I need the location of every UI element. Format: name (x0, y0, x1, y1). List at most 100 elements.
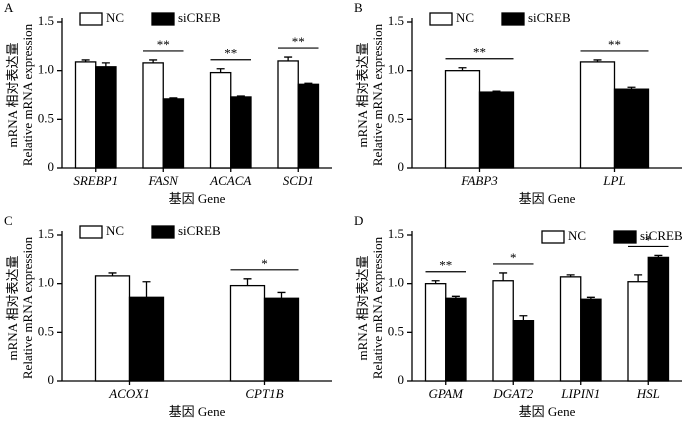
y-axis-label: Relative mRNA expression (20, 236, 35, 379)
significance-label: * (261, 256, 268, 271)
legend-swatch (79, 225, 103, 239)
bar (95, 66, 117, 169)
error-bar (492, 90, 501, 93)
legend-swatch (501, 12, 525, 26)
error-bar (627, 86, 636, 90)
y-axis-label: Relative mRNA expression (370, 23, 385, 166)
x-tick-label: FASN (148, 173, 180, 188)
error-bar (431, 280, 440, 284)
y-tick-label: 0.5 (38, 323, 54, 338)
y-tick-label: 0 (48, 159, 55, 174)
legend-swatch (151, 225, 175, 239)
x-tick-label: ACACA (209, 173, 251, 188)
significance-label: ** (439, 258, 452, 273)
bar (162, 98, 185, 169)
error-bar (566, 274, 575, 277)
error-bar (451, 295, 460, 299)
significance-label: ** (224, 46, 237, 61)
error-bar (236, 95, 245, 97)
y-tick-label: 1.0 (388, 62, 404, 77)
bar (297, 83, 320, 169)
x-tick-label: DGAT2 (492, 386, 533, 401)
y-axis-label: mRNA 相对表达量 (5, 42, 20, 147)
bar (613, 88, 650, 169)
panel-label: A (4, 0, 14, 15)
x-tick-label: LPL (602, 173, 625, 188)
bar (580, 298, 602, 382)
bar (445, 297, 467, 382)
error-bar (634, 274, 643, 282)
bar (94, 275, 131, 382)
bar (478, 91, 515, 169)
significance-label: * (645, 232, 652, 247)
y-tick-label: 0 (398, 159, 405, 174)
x-tick-label: SREBP1 (73, 173, 118, 188)
error-bar (149, 59, 158, 63)
error-bar (284, 56, 293, 61)
significance-label: ** (608, 37, 621, 52)
y-tick-label: 1.0 (38, 275, 54, 290)
error-bar (277, 291, 286, 299)
bar (492, 280, 514, 382)
y-axis-label: Relative mRNA expression (20, 23, 35, 166)
x-tick-label: HSL (636, 386, 660, 401)
bar (579, 61, 616, 169)
legend-label: siCREB (640, 228, 683, 243)
legend-label: siCREB (528, 10, 571, 25)
x-tick-label: GPAM (429, 386, 465, 401)
panel-label: D (354, 213, 363, 228)
legend-swatch (151, 12, 175, 26)
y-axis-label: Relative mRNA expression (370, 236, 385, 379)
bar (74, 61, 97, 169)
y-tick-label: 1.5 (388, 13, 404, 28)
y-tick-label: 1.5 (388, 226, 404, 241)
error-bar (499, 272, 508, 281)
x-axis-label: 基因 Gene (519, 404, 576, 419)
error-bar (216, 68, 225, 73)
y-tick-label: 1.0 (38, 62, 54, 77)
bar (444, 70, 481, 169)
x-axis-label: 基因 Gene (519, 191, 576, 206)
y-tick-label: 1.0 (388, 275, 404, 290)
legend-label: siCREB (178, 10, 221, 25)
y-tick-label: 1.5 (38, 13, 54, 28)
bar (263, 297, 300, 382)
y-tick-label: 0.5 (388, 110, 404, 125)
legend-label: NC (106, 10, 124, 25)
significance-label: * (510, 250, 517, 265)
bar (209, 71, 232, 169)
significance-label: ** (473, 45, 486, 60)
legend-swatch (541, 230, 565, 244)
error-bar (458, 67, 467, 71)
error-bar (169, 97, 178, 99)
x-tick-label: LIPIN1 (560, 386, 600, 401)
legend-label: NC (106, 223, 124, 238)
significance-label: ** (292, 34, 305, 49)
y-tick-label: 0.5 (388, 323, 404, 338)
y-tick-label: 0.5 (38, 110, 54, 125)
error-bar (654, 254, 663, 258)
bar (230, 96, 252, 169)
bar (229, 284, 266, 382)
x-tick-label: SCD1 (283, 173, 314, 188)
y-axis-label: mRNA 相对表达量 (355, 42, 370, 147)
legend-swatch (79, 12, 103, 26)
error-bar (81, 59, 90, 62)
legend-label: NC (456, 10, 474, 25)
x-axis-label: 基因 Gene (169, 191, 226, 206)
x-axis-label: 基因 Gene (169, 404, 226, 419)
y-tick-label: 1.5 (38, 226, 54, 241)
y-axis-label: mRNA 相对表达量 (355, 255, 370, 360)
y-tick-label: 0 (398, 372, 405, 387)
bar (277, 60, 299, 169)
error-bar (142, 281, 151, 298)
legend-label: NC (568, 228, 586, 243)
error-bar (243, 278, 252, 286)
error-bar (593, 59, 602, 62)
panel-label: C (4, 213, 13, 228)
error-bar (108, 272, 117, 276)
error-bar (586, 296, 595, 300)
bar (424, 283, 447, 382)
